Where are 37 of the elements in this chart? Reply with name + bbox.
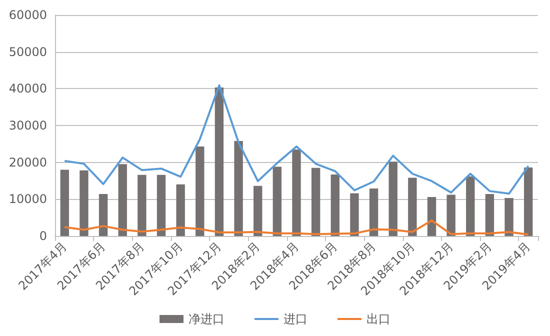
y-tick-label: 0	[39, 229, 47, 243]
bar	[80, 170, 88, 236]
line-series	[64, 84, 530, 195]
y-tick-label: 50000	[8, 44, 47, 59]
y-tick-label: 30000	[8, 118, 47, 132]
bar	[138, 174, 146, 236]
bar	[176, 184, 185, 236]
y-tick-label: 20000	[8, 155, 47, 170]
bar	[369, 188, 378, 236]
legend-label: 净进口	[188, 312, 224, 326]
bar	[427, 196, 436, 236]
bar	[466, 176, 475, 236]
bar	[292, 149, 301, 236]
y-tick-label: 10000	[8, 192, 47, 206]
bar	[446, 194, 456, 236]
bar	[60, 170, 70, 236]
bar	[234, 140, 243, 236]
bar	[272, 166, 282, 236]
bar	[408, 178, 417, 236]
bar	[524, 167, 533, 236]
bar	[330, 174, 340, 236]
y-tick-label: 40000	[8, 82, 47, 96]
bar	[118, 164, 127, 236]
y-tick-label: 60000	[8, 8, 47, 22]
bar	[350, 193, 359, 236]
legend-label: 进口	[284, 312, 308, 326]
bar	[254, 186, 262, 236]
bar	[98, 194, 108, 236]
bar	[156, 174, 166, 236]
bar	[214, 88, 224, 236]
bar	[196, 146, 204, 236]
bar	[485, 194, 494, 236]
bar	[388, 162, 398, 236]
bar	[504, 198, 514, 236]
line-series	[64, 220, 530, 236]
legend-label: 出口	[366, 312, 390, 326]
bar	[311, 168, 320, 236]
